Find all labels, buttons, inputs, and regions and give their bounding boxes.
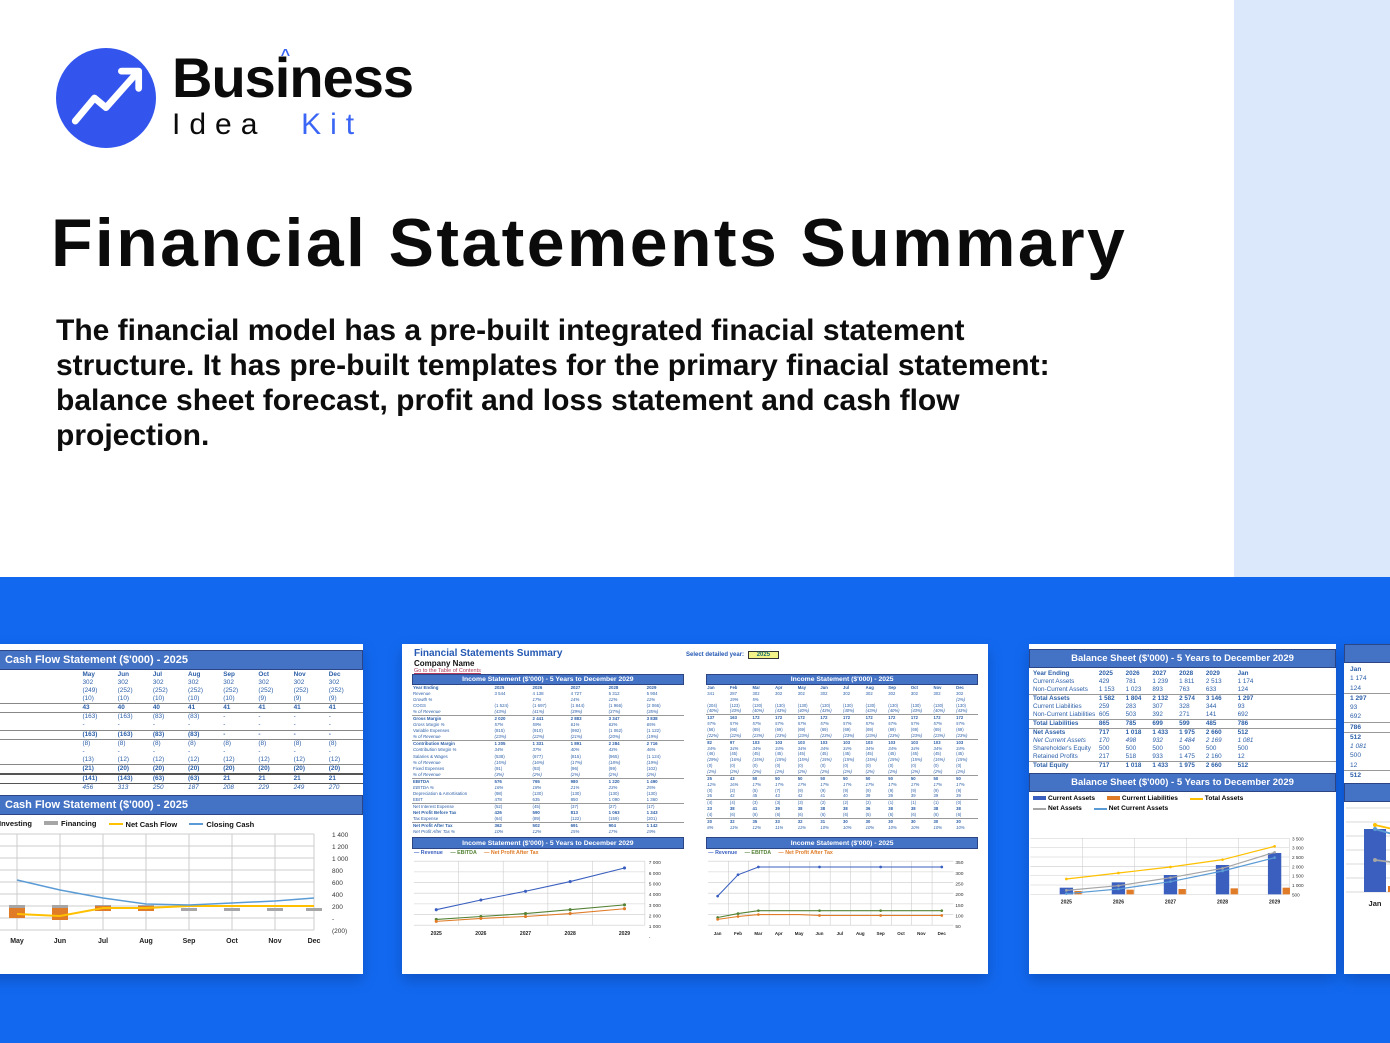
svg-text:2028: 2028 bbox=[1217, 900, 1228, 906]
svg-text:6 000: 6 000 bbox=[649, 871, 661, 877]
svg-text:7 000: 7 000 bbox=[649, 860, 661, 866]
svg-text:400: 400 bbox=[332, 892, 343, 899]
svg-text:3 000: 3 000 bbox=[1292, 846, 1304, 851]
svg-text:100: 100 bbox=[956, 914, 964, 920]
svg-text:-: - bbox=[649, 936, 651, 941]
svg-text:2 000: 2 000 bbox=[649, 914, 661, 920]
svg-text:Dec: Dec bbox=[938, 931, 947, 936]
svg-text:Nov: Nov bbox=[917, 931, 926, 936]
svg-text:200: 200 bbox=[332, 904, 343, 911]
svg-text:2029: 2029 bbox=[1269, 900, 1280, 906]
svg-text:2028: 2028 bbox=[565, 931, 576, 937]
svg-text:Jan: Jan bbox=[714, 931, 722, 936]
svg-text:5 000: 5 000 bbox=[649, 882, 661, 888]
svg-text:300: 300 bbox=[956, 871, 964, 877]
svg-text:1 000: 1 000 bbox=[649, 924, 661, 930]
svg-text:-: - bbox=[332, 916, 334, 923]
svg-text:1 000: 1 000 bbox=[332, 856, 349, 863]
svg-text:Jan: Jan bbox=[1369, 899, 1382, 908]
svg-text:Sep: Sep bbox=[183, 938, 196, 945]
svg-text:Jun: Jun bbox=[816, 931, 824, 936]
svg-text:Oct: Oct bbox=[226, 938, 238, 945]
svg-text:2 500: 2 500 bbox=[1292, 855, 1304, 860]
svg-text:1 400: 1 400 bbox=[332, 832, 349, 839]
svg-text:3 500: 3 500 bbox=[1292, 837, 1304, 842]
svg-text:1 200: 1 200 bbox=[332, 844, 349, 851]
svg-text:250: 250 bbox=[956, 882, 964, 888]
svg-text:Jul: Jul bbox=[837, 931, 843, 936]
svg-text:2027: 2027 bbox=[520, 931, 531, 937]
svg-text:2027: 2027 bbox=[1165, 900, 1176, 906]
svg-text:Nov: Nov bbox=[268, 938, 281, 945]
svg-text:Sep: Sep bbox=[877, 931, 885, 936]
svg-text:200: 200 bbox=[956, 892, 964, 898]
svg-text:Jun: Jun bbox=[54, 938, 66, 945]
svg-text:Aug: Aug bbox=[139, 938, 153, 945]
svg-text:Aug: Aug bbox=[856, 931, 865, 936]
svg-text:May: May bbox=[10, 938, 24, 945]
svg-text:2026: 2026 bbox=[1113, 900, 1124, 906]
svg-text:350: 350 bbox=[956, 860, 964, 866]
svg-text:3 000: 3 000 bbox=[649, 903, 661, 909]
svg-text:Apr: Apr bbox=[775, 931, 783, 936]
svg-text:2026: 2026 bbox=[475, 931, 486, 937]
svg-text:Jul: Jul bbox=[98, 938, 108, 945]
svg-text:2 000: 2 000 bbox=[1292, 865, 1304, 870]
svg-text:600: 600 bbox=[332, 880, 343, 887]
svg-text:May: May bbox=[795, 931, 804, 936]
svg-text:800: 800 bbox=[332, 868, 343, 875]
svg-text:(200): (200) bbox=[332, 928, 347, 935]
svg-text:2029: 2029 bbox=[619, 931, 630, 937]
svg-text:1 500: 1 500 bbox=[1292, 874, 1304, 879]
svg-text:2025: 2025 bbox=[1061, 900, 1072, 906]
svg-text:2025: 2025 bbox=[431, 931, 442, 937]
svg-text:50: 50 bbox=[956, 924, 962, 930]
svg-text:150: 150 bbox=[956, 903, 964, 909]
svg-text:4 000: 4 000 bbox=[649, 892, 661, 898]
svg-text:500: 500 bbox=[1292, 893, 1300, 898]
svg-text:Mar: Mar bbox=[755, 931, 763, 936]
svg-text:Feb: Feb bbox=[734, 931, 742, 936]
svg-text:1 000: 1 000 bbox=[1292, 883, 1304, 888]
svg-text:Oct: Oct bbox=[898, 931, 906, 936]
svg-text:Dec: Dec bbox=[308, 938, 321, 945]
